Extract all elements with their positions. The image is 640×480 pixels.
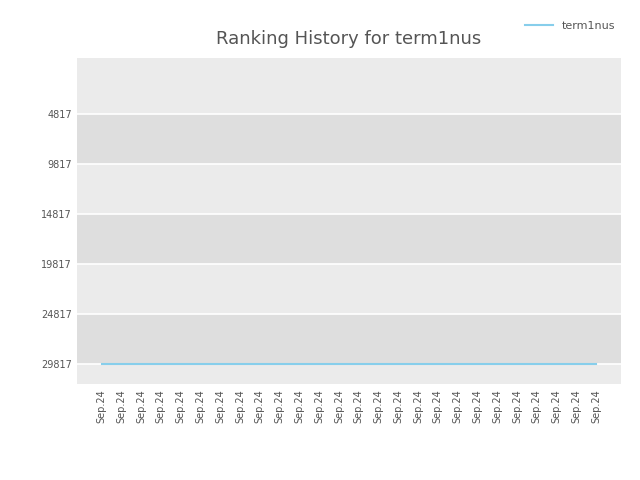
term1nus	[454, 361, 461, 367]
term1nus	[355, 361, 362, 367]
term1nus	[335, 361, 343, 367]
term1nus	[414, 361, 422, 367]
term1nus	[434, 361, 442, 367]
term1nus	[316, 361, 323, 367]
term1nus	[157, 361, 164, 367]
term1nus	[592, 361, 600, 367]
Bar	[77, 264, 621, 314]
term1nus	[553, 361, 561, 367]
term1nus	[177, 361, 184, 367]
term1nus	[137, 361, 145, 367]
Bar	[77, 66, 621, 114]
Bar	[77, 114, 621, 164]
term1nus	[236, 361, 244, 367]
term1nus	[118, 361, 125, 367]
term1nus	[533, 361, 541, 367]
Bar	[77, 58, 621, 66]
Bar	[77, 214, 621, 264]
term1nus	[374, 361, 382, 367]
term1nus	[216, 361, 224, 367]
term1nus	[296, 361, 303, 367]
term1nus	[276, 361, 284, 367]
term1nus	[394, 361, 402, 367]
term1nus	[474, 361, 481, 367]
term1nus	[98, 361, 106, 367]
Title: Ranking History for term1nus: Ranking History for term1nus	[216, 30, 481, 48]
term1nus	[493, 361, 501, 367]
term1nus	[196, 361, 204, 367]
Legend: term1nus: term1nus	[525, 21, 615, 31]
term1nus	[256, 361, 264, 367]
term1nus	[513, 361, 521, 367]
term1nus	[572, 361, 580, 367]
Bar	[77, 164, 621, 214]
Bar	[77, 314, 621, 364]
